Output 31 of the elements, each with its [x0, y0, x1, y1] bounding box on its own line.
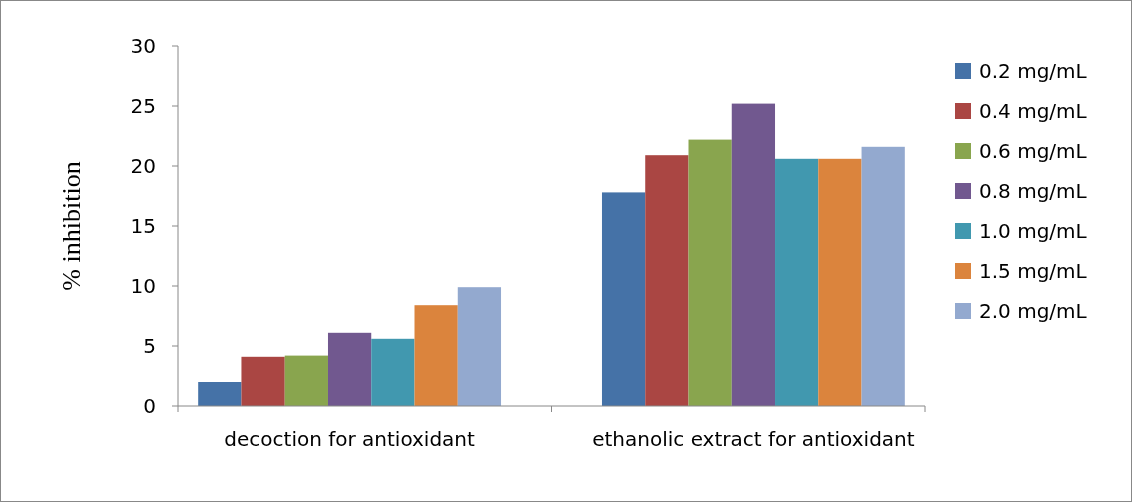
y-tick-label: 25: [130, 94, 156, 118]
bar: [645, 155, 689, 406]
legend-label: 0.4 mg/mL: [979, 99, 1088, 123]
bar: [861, 146, 905, 406]
bar: [601, 192, 646, 406]
legend-label: 2.0 mg/mL: [979, 299, 1088, 323]
legend-label: 0.2 mg/mL: [979, 59, 1088, 83]
bar: [198, 382, 242, 406]
y-tick-label: 10: [130, 274, 156, 298]
y-tick-label: 0: [143, 394, 156, 418]
bar: [414, 305, 458, 406]
legend-label: 1.0 mg/mL: [979, 219, 1088, 243]
y-tick-label: 20: [130, 154, 156, 178]
bar: [284, 355, 328, 406]
y-tick-label: 15: [130, 214, 156, 238]
bar: [731, 103, 776, 406]
y-axis-title: % inhibition: [57, 161, 86, 291]
legend-label: 1.5 mg/mL: [979, 259, 1088, 283]
y-tick-label: 5: [143, 334, 156, 358]
bar: [241, 356, 285, 406]
bar: [327, 332, 372, 406]
bar: [688, 139, 732, 406]
bar: [818, 158, 862, 406]
bar: [775, 158, 819, 406]
y-tick-label: 30: [130, 34, 156, 58]
bar: [371, 338, 415, 406]
legend-label: 0.8 mg/mL: [979, 179, 1088, 203]
bar: [457, 287, 502, 406]
x-tick-label: ethanolic extract for antioxidant: [592, 427, 915, 451]
x-tick-label: decoction for antioxidant: [224, 427, 476, 451]
legend-label: 0.6 mg/mL: [979, 139, 1088, 163]
